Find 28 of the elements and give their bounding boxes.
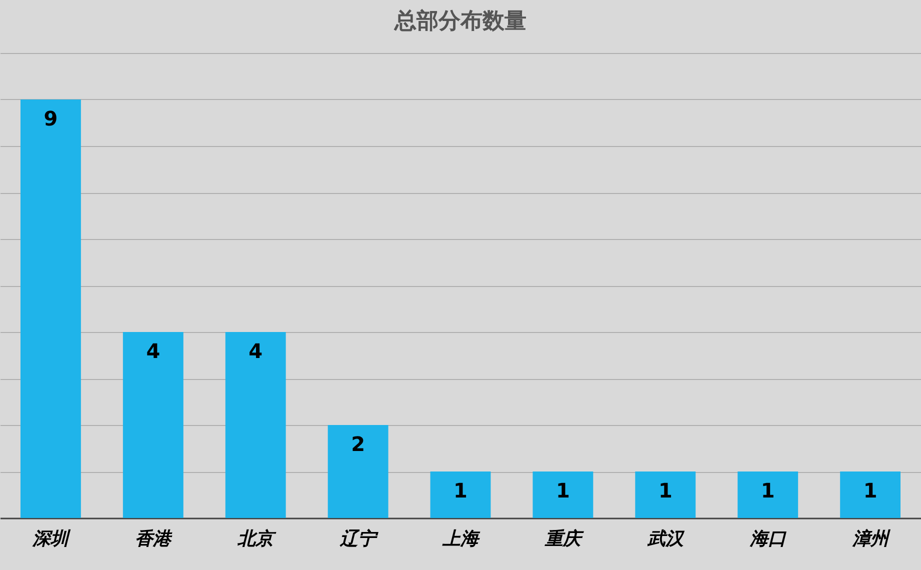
- data-label: 4: [248, 339, 263, 363]
- bar: [328, 425, 388, 518]
- bar: [430, 472, 491, 518]
- bar: [225, 332, 286, 518]
- bar: [532, 472, 594, 518]
- data-label: 9: [44, 106, 58, 130]
- data-label: 1: [658, 478, 672, 502]
- x-tick-label: 深圳: [32, 528, 72, 550]
- chart-title: 总部分布数量: [394, 8, 526, 34]
- data-label: 1: [760, 478, 775, 502]
- data-label: 2: [351, 432, 366, 456]
- bar: [738, 472, 798, 518]
- data-label: 1: [454, 478, 468, 502]
- bar: [20, 100, 81, 518]
- x-tick-label: 香港: [135, 528, 174, 550]
- data-label: 4: [146, 339, 160, 363]
- x-tick-label: 上海: [442, 528, 480, 550]
- data-label: 1: [556, 478, 570, 502]
- bar: [840, 472, 901, 518]
- x-tick-label: 武汉: [646, 528, 686, 550]
- bar: [635, 472, 696, 518]
- x-tick-label: 辽宁: [339, 528, 380, 550]
- x-tick-label: 重庆: [544, 528, 585, 550]
- x-tick-label: 北京: [236, 528, 277, 550]
- bar: [122, 332, 184, 518]
- x-tick-label: 海口: [748, 528, 787, 550]
- data-label: 1: [863, 478, 878, 502]
- x-tick-label: 漳州: [851, 528, 892, 550]
